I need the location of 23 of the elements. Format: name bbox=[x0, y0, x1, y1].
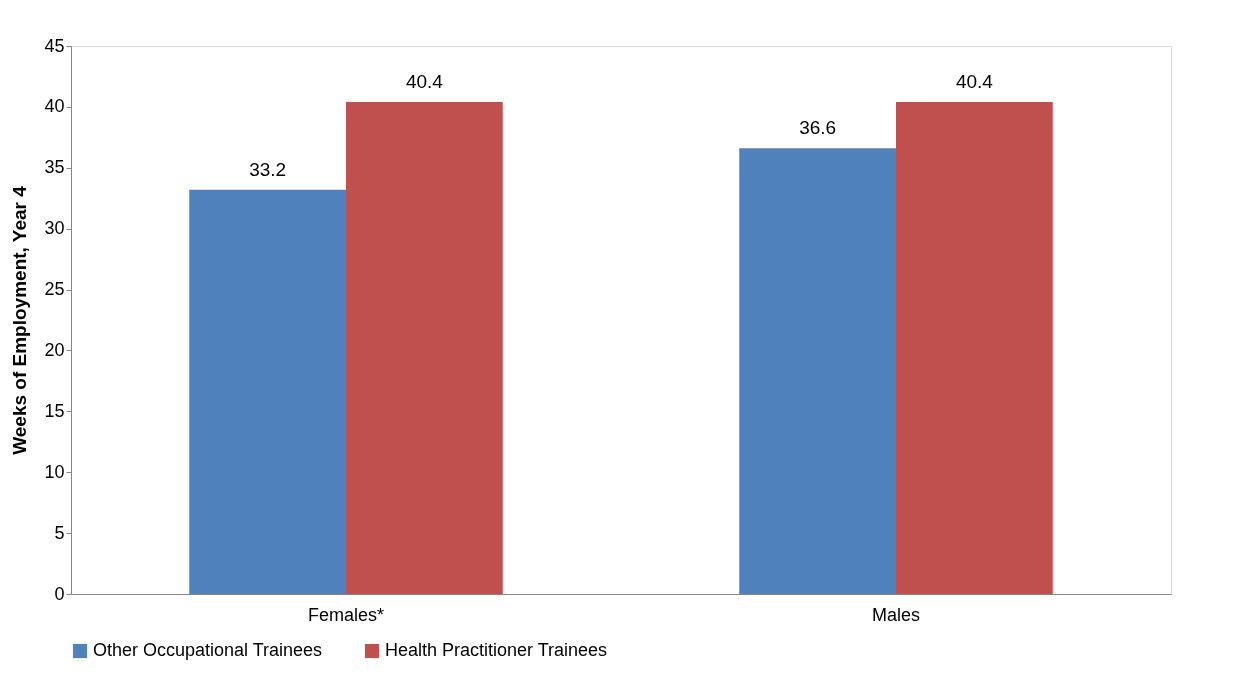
y-tick-label: 10 bbox=[44, 461, 65, 482]
y-tick-label: 40 bbox=[44, 96, 65, 117]
data-label: 40.4 bbox=[955, 71, 994, 93]
y-tick-label: 0 bbox=[54, 583, 65, 604]
data-label: 40.4 bbox=[405, 71, 444, 93]
bar bbox=[189, 189, 346, 594]
y-axis-title: Weeks of Employment, Year 4 bbox=[9, 185, 31, 455]
y-tick-label: 25 bbox=[44, 279, 65, 300]
data-label: 36.6 bbox=[799, 117, 837, 139]
y-tick-label: 30 bbox=[44, 218, 65, 239]
y-tick-label: 20 bbox=[44, 339, 65, 360]
bar bbox=[896, 102, 1053, 594]
legend-label: Other Occupational Trainees bbox=[93, 640, 323, 660]
bar bbox=[739, 148, 896, 594]
data-label: 33.2 bbox=[249, 158, 287, 180]
x-tick-label: Males bbox=[871, 604, 921, 625]
bar bbox=[346, 102, 503, 594]
y-tick-label: 15 bbox=[44, 400, 65, 421]
y-tick-label: 45 bbox=[44, 35, 65, 56]
y-tick-label: 5 bbox=[54, 522, 65, 543]
x-tick-label: Females* bbox=[307, 604, 385, 625]
y-tick-label: 35 bbox=[44, 157, 65, 178]
legend-label: Health Practitioner Trainees bbox=[385, 640, 608, 660]
